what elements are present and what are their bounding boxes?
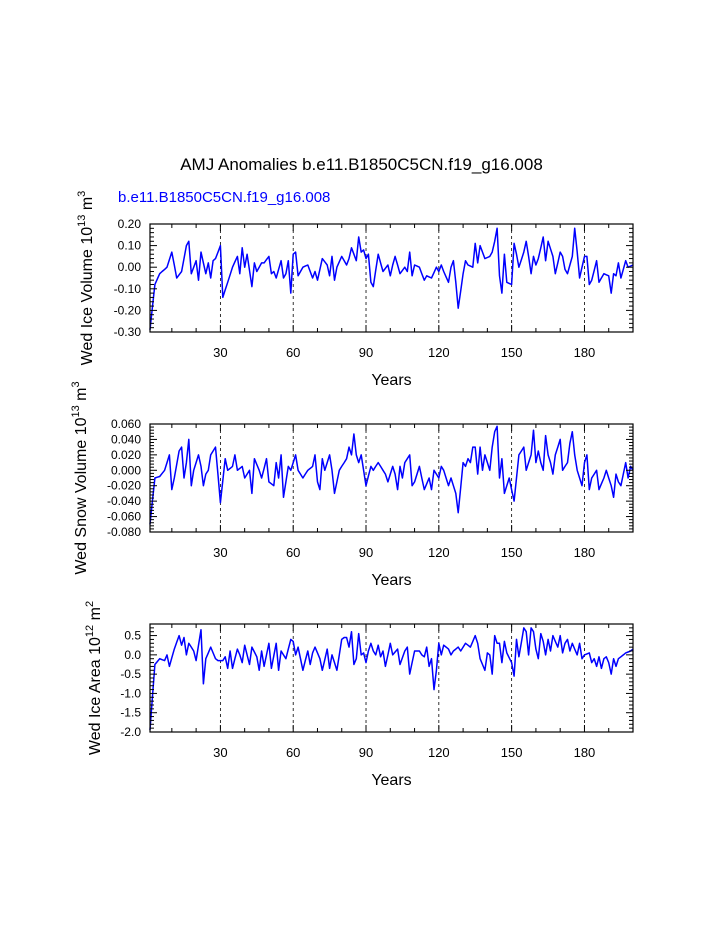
x-tick-label: 60	[286, 745, 300, 760]
y-tick-label: 0.5	[124, 629, 141, 643]
y-axis-title-unit-exponent: 3	[76, 191, 88, 197]
panel-ice-volume: -0.30 -0.20 -0.10 0.00 0.10 0.20 30 60 90 120 150 1…	[76, 191, 634, 389]
x-axis-title: Years	[371, 372, 411, 389]
x-tick-label: 180	[574, 345, 596, 360]
y-axis-title-unit-exponent: 2	[84, 601, 96, 607]
y-tick-label: 0.10	[118, 239, 142, 253]
series-line	[149, 227, 634, 330]
y-tick-label: 0.00	[118, 260, 142, 274]
x-axis-title: Years	[371, 772, 411, 789]
y-axis-title-base: Wed Ice Area 10	[87, 637, 104, 755]
y-tick-label: 0.060	[111, 417, 141, 431]
x-axis-title: Years	[371, 572, 411, 589]
x-tick-label: 90	[359, 345, 373, 360]
y-tick-label: -2.0	[120, 725, 141, 739]
chart-title: AMJ Anomalies b.e11.B1850C5CN.f19_g16.00…	[180, 155, 543, 174]
x-tick-label: 120	[428, 545, 450, 560]
x-tick-label: 150	[501, 345, 523, 360]
y-axis-title-exponent: 13	[70, 405, 82, 417]
y-tick-label: -0.5	[120, 667, 141, 681]
series-line	[149, 425, 634, 525]
y-axis-title-unit-exponent: 3	[70, 381, 82, 387]
y-axis-title-base: Wed Ice Volume 10	[79, 227, 96, 366]
x-tick-label: 30	[213, 545, 227, 560]
y-axis-title: Wed Ice Volume 1013 m3	[76, 191, 96, 366]
x-tick-label: 90	[359, 545, 373, 560]
y-tick-label: -0.040	[107, 494, 141, 508]
x-tick-label: 60	[286, 545, 300, 560]
x-tick-label: 90	[359, 745, 373, 760]
y-tick-label: -1.0	[120, 686, 141, 700]
x-tick-label: 150	[501, 745, 523, 760]
plot-frame	[149, 223, 634, 333]
y-tick-label: -0.060	[107, 510, 141, 524]
y-axis-title-unit: m	[87, 607, 104, 625]
y-axis-title-exponent: 13	[76, 215, 88, 227]
series-line	[149, 627, 634, 731]
y-tick-label: 0.040	[111, 432, 141, 446]
y-tick-label: 0.20	[118, 217, 142, 231]
y-tick-label: -0.080	[107, 525, 141, 539]
y-tick-label: -0.020	[107, 479, 141, 493]
y-axis-title-exponent: 12	[84, 625, 96, 637]
x-tick-label: 60	[286, 345, 300, 360]
plot-frame	[149, 423, 634, 533]
y-axis-title: Wed Ice Area 1012 m2	[84, 601, 104, 755]
x-tick-label: 30	[213, 745, 227, 760]
y-axis-title: Wed Snow Volume 1013 m3	[70, 381, 90, 574]
y-tick-label: 0.0	[124, 648, 141, 662]
y-tick-label: 0.000	[111, 463, 141, 477]
run-label: b.e11.B1850C5CN.f19_g16.008	[118, 189, 331, 206]
x-tick-label: 150	[501, 545, 523, 560]
y-tick-label: -0.30	[114, 325, 142, 339]
panel-ice-area: -2.0 -1.5 -1.0 -0.5 0.0 0.5 30 60 90 120 150 180 Yea…	[84, 601, 634, 789]
y-axis-title-unit: m	[79, 197, 96, 215]
x-tick-label: 180	[574, 745, 596, 760]
x-tick-label: 120	[428, 745, 450, 760]
y-tick-label: -0.20	[114, 303, 142, 317]
y-axis-title-unit: m	[73, 387, 90, 405]
y-tick-label: -0.10	[114, 282, 142, 296]
x-tick-label: 180	[574, 545, 596, 560]
x-tick-label: 120	[428, 345, 450, 360]
x-tick-label: 30	[213, 345, 227, 360]
y-axis-title-base: Wed Snow Volume 10	[73, 417, 90, 574]
y-tick-label: 0.020	[111, 448, 141, 462]
y-tick-label: -1.5	[120, 706, 141, 720]
